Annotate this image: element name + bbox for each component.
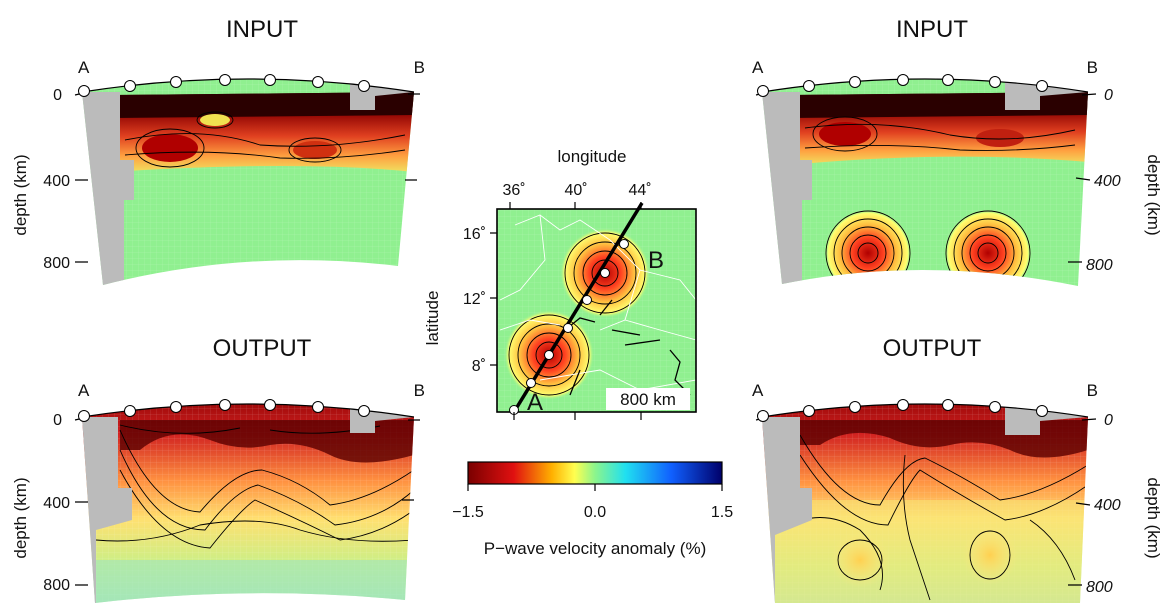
section-panel-output-right: OUTPUT A B 0 400 800 depth (km) [752,335,1162,603]
depth-tick: 400 [1094,497,1121,514]
depth-tick: 0 [1104,412,1113,429]
profile-end-label: B [1087,58,1098,77]
depth-axis-label: depth (km) [11,154,30,235]
longitude-tick: 36˚ [502,182,525,199]
colorbar: −1.5 0.0 1.5 P−wave velocity anomaly (%) [452,461,733,558]
depth-tick: 800 [43,255,70,272]
colorbar-tick: 0.0 [584,504,606,521]
longitude-axis-label: longitude [557,147,626,166]
section-panel-input-left: INPUT A B 0 400 800 depth (km) [11,16,425,285]
depth-tick: 800 [1086,257,1113,274]
scale-box [606,388,690,410]
section-panel-input-right: INPUT A B 0 400 800 depth (km) [752,16,1162,286]
depth-tick: 0 [53,87,62,104]
depth-tick: 800 [43,577,70,594]
profile-markers [509,239,629,415]
section-panel-output-left: OUTPUT A B 0 400 800 depth (km) [11,335,425,603]
depth-tick: 0 [1104,87,1113,104]
profile-start-label: A [752,58,764,77]
latitude-tick: 16˚ [463,226,486,243]
colorbar-tick: 1.5 [711,504,733,521]
map-point-a-label: A [527,389,543,416]
station-markers [757,74,1048,97]
depth-axis-label: depth (km) [1144,154,1162,235]
scale-label: 800 km [620,390,676,409]
latitude-tick: 12˚ [463,291,486,308]
panel-title: OUTPUT [213,335,312,362]
profile-line [512,202,644,413]
location-map: longitude 36˚ 40˚ 44˚ 16˚ 12˚ 8˚ latitud… [423,147,697,420]
depth-tick: 800 [1086,579,1113,596]
panel-title: INPUT [896,16,968,43]
profile-start-label: A [78,381,90,400]
station-markers [78,399,370,422]
profile-end-label: B [414,381,425,400]
depth-tick: 400 [43,495,70,512]
profile-end-label: B [1087,381,1098,400]
depth-axis-label: depth (km) [1144,477,1162,558]
depth-tick: 400 [43,173,70,190]
depth-tick: 0 [53,412,62,429]
latitude-tick: 8˚ [472,358,486,375]
profile-end-label: B [414,58,425,77]
depth-tick: 400 [1094,173,1121,190]
colorbar-tick: −1.5 [452,504,484,521]
latitude-axis-label: latitude [423,291,442,346]
longitude-tick: 44˚ [628,182,651,199]
panel-title: OUTPUT [883,335,982,362]
profile-start-label: A [752,381,764,400]
colorbar-label: P−wave velocity anomaly (%) [484,539,707,558]
station-markers [78,74,370,97]
longitude-tick: 40˚ [564,182,587,199]
map-point-b-label: B [648,247,664,274]
panel-title: INPUT [226,16,298,43]
station-markers [757,399,1048,422]
depth-axis-label: depth (km) [11,477,30,558]
profile-start-label: A [78,58,90,77]
